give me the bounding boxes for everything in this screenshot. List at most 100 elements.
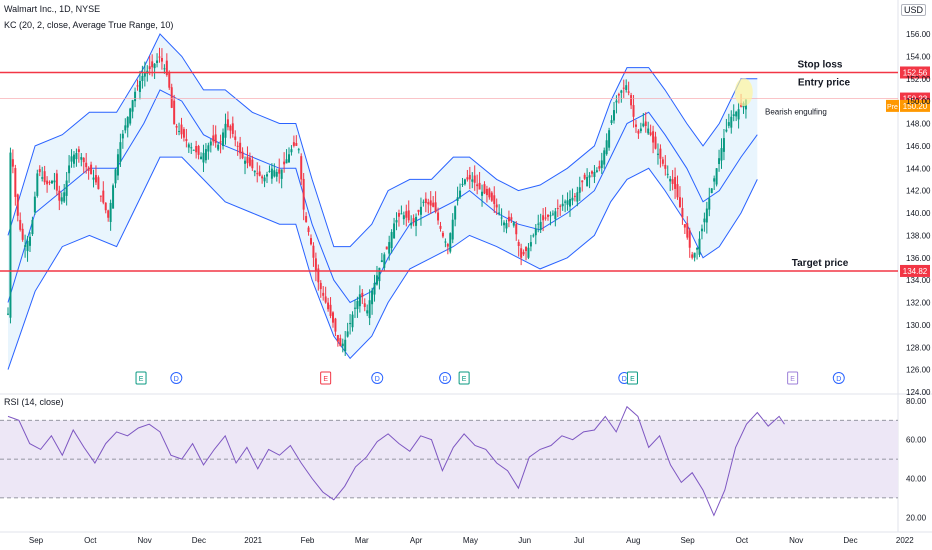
candle-body (331, 312, 334, 323)
candle-body (24, 245, 27, 247)
currency-badge[interactable]: USD (900, 4, 926, 16)
candle-body (652, 131, 655, 143)
candle-body (700, 228, 703, 232)
candle-body (674, 177, 677, 189)
candle-body (224, 123, 227, 138)
candle-body (136, 85, 139, 87)
time-axis-tick: Apr (410, 536, 423, 545)
candle-body (478, 182, 481, 190)
candle-body (366, 310, 369, 314)
candle-body (163, 68, 166, 70)
price-axis-tick: 156.00 (906, 30, 931, 39)
candle-body (99, 195, 102, 197)
candle-body (600, 160, 603, 168)
candle-body (710, 188, 713, 193)
candle-body (77, 149, 80, 153)
candle-body (297, 149, 300, 151)
candle-body (522, 251, 525, 255)
candle-body (121, 133, 124, 139)
candle-body (371, 290, 374, 305)
time-axis-tick: Dec (192, 536, 206, 545)
candle-body (532, 235, 535, 237)
candle-body (114, 169, 117, 184)
candle-body (678, 197, 681, 208)
candle-body (529, 242, 532, 247)
candle-body (549, 215, 552, 217)
candle-body (175, 125, 178, 128)
candle-body (19, 219, 22, 230)
time-axis-tick: Feb (301, 536, 315, 545)
candle-body (75, 152, 78, 160)
candle-body (126, 116, 129, 128)
candle-body (16, 194, 19, 216)
candle-body (275, 171, 278, 177)
event-label: E (630, 376, 635, 383)
candle-body (217, 144, 220, 150)
candle-body (439, 225, 442, 229)
candle-body (170, 87, 173, 108)
candle-body (72, 154, 75, 164)
candle-body (112, 185, 115, 209)
candle-body (312, 245, 315, 258)
candle-body (319, 282, 322, 290)
candle-body (703, 218, 706, 223)
candle-body (581, 180, 584, 183)
candle-body (686, 223, 689, 238)
candle-body (363, 303, 366, 307)
candle-body (148, 66, 151, 70)
candle-body (256, 173, 259, 175)
event-label: D (174, 376, 179, 383)
candle-body (446, 244, 449, 247)
dividend-event-icon (170, 372, 183, 384)
candle-body (251, 159, 254, 169)
candle-body (520, 248, 523, 258)
rsi-title: RSI (14, close) (4, 397, 64, 407)
time-axis-tick: Sep (680, 536, 695, 545)
candle-body (349, 323, 352, 325)
candle-body (85, 162, 88, 168)
keltner-band-fill (8, 34, 758, 370)
candle-body (424, 198, 427, 204)
candle-body (346, 331, 349, 337)
candle-body (263, 177, 266, 182)
candle-body (610, 120, 613, 123)
pre-tag-label: Pre (887, 104, 898, 111)
candle-body (500, 217, 503, 219)
candle-body (94, 175, 97, 183)
candle-body (65, 180, 68, 196)
time-axis-tick: May (463, 536, 478, 545)
candle-body (231, 123, 234, 134)
candle-body (661, 159, 664, 164)
candle-body (280, 169, 283, 179)
candle-body (327, 302, 330, 310)
candle-body (268, 170, 271, 172)
candle-body (38, 169, 41, 173)
time-axis-tick: Dec (843, 536, 857, 545)
rsi-axis-tick: 40.00 (906, 474, 927, 483)
candle-body (97, 177, 100, 190)
candle-body (390, 232, 393, 249)
candle-body (588, 175, 591, 178)
candle-body (547, 214, 550, 217)
candle-body (644, 121, 647, 127)
pattern-annotation: Bearish engulfing (765, 108, 827, 117)
price-axis-tick: 130.00 (906, 321, 931, 330)
price-axis-tick: 154.00 (906, 52, 931, 61)
candle-body (669, 178, 672, 182)
candle-body (683, 224, 686, 228)
entry-tag: 150.23 (903, 95, 928, 104)
candle-body (58, 190, 61, 201)
pre-value: 150.20 (903, 102, 928, 111)
candle-body (639, 128, 642, 132)
candle-body (441, 232, 444, 237)
time-axis-tick: Sep (29, 536, 44, 545)
candle-body (266, 174, 269, 177)
candle-body (388, 242, 391, 254)
candle-body (422, 201, 425, 203)
candle-body (246, 156, 249, 164)
candle-body (564, 201, 567, 203)
candle-body (375, 275, 378, 285)
candle-body (283, 161, 286, 165)
price-tag-bg (900, 264, 930, 277)
